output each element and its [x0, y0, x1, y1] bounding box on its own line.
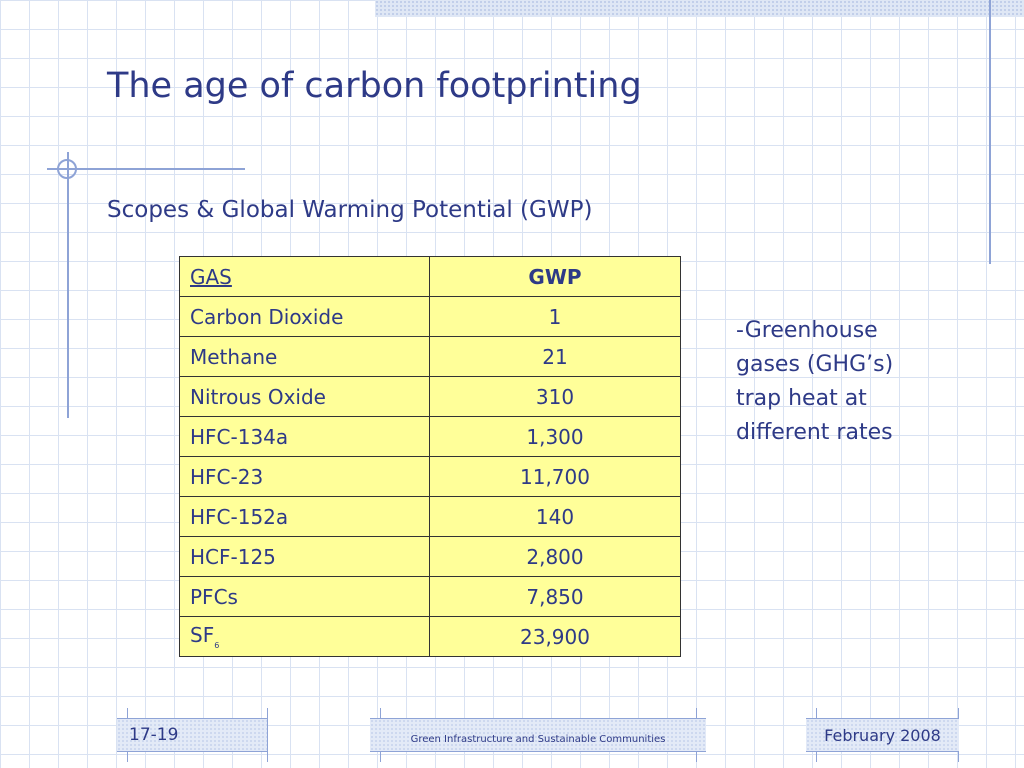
footer-slide-number: 17-19	[117, 718, 267, 752]
right-decor-line	[989, 0, 991, 264]
gas-name-cell: HFC-23	[179, 456, 430, 497]
gas-name-cell: Carbon Dioxide	[179, 296, 430, 337]
footer-date: February 2008	[806, 718, 959, 752]
gwp-value-cell: 21	[429, 336, 681, 377]
table-row: HFC-134a 1,300	[179, 416, 681, 457]
footer-course-name: Green Infrastructure and Sustainable Com…	[370, 718, 706, 752]
table-row: Methane 21	[179, 336, 681, 377]
header-gwp: GWP	[429, 256, 681, 297]
table-row: Nitrous Oxide 310	[179, 376, 681, 417]
ghg-note: -Greenhouse gases (GHG’s) trap heat at d…	[736, 318, 894, 445]
table-row: SF6 23,900	[179, 616, 681, 657]
left-decor-line	[67, 152, 69, 418]
gwp-value-cell: 140	[429, 496, 681, 537]
gwp-value-cell: 2,800	[429, 536, 681, 577]
footer-tick	[267, 708, 268, 762]
table-row: Carbon Dioxide 1	[179, 296, 681, 337]
top-decor-band	[375, 0, 1024, 17]
slide-subtitle: Scopes & Global Warming Potential (GWP)	[107, 197, 593, 223]
gas-name-cell: Methane	[179, 336, 430, 377]
table-row: HFC-152a 140	[179, 496, 681, 537]
left-decor-hline	[47, 168, 245, 170]
gas-name-cell: SF6	[179, 616, 430, 657]
gwp-value-cell: 310	[429, 376, 681, 417]
header-gas: GAS	[179, 256, 430, 297]
gwp-value-cell: 1	[429, 296, 681, 337]
gwp-value-cell: 23,900	[429, 616, 681, 657]
slide-title: The age of carbon footprinting	[107, 66, 642, 106]
gas-name-cell: HCF-125	[179, 536, 430, 577]
table-row: HFC-23 11,700	[179, 456, 681, 497]
table-row: PFCs 7,850	[179, 576, 681, 617]
gas-name-cell: HFC-134a	[179, 416, 430, 457]
gwp-value-cell: 7,850	[429, 576, 681, 617]
gas-subscript: 6	[214, 641, 220, 650]
gwp-value-cell: 11,700	[429, 456, 681, 497]
table-body: Carbon Dioxide 1 Methane 21 Nitrous Oxide 310…	[179, 296, 681, 657]
table-header-row: GAS GWP	[179, 256, 681, 297]
gwp-table: GAS GWP Carbon Dioxide 1 Methane 21 Nitrous …	[179, 256, 681, 657]
gas-name-cell: PFCs	[179, 576, 430, 617]
gas-name-cell: Nitrous Oxide	[179, 376, 430, 417]
decor-circle	[57, 159, 77, 179]
gas-name-cell: HFC-152a	[179, 496, 430, 537]
table-row: HCF-125 2,800	[179, 536, 681, 577]
gwp-value-cell: 1,300	[429, 416, 681, 457]
